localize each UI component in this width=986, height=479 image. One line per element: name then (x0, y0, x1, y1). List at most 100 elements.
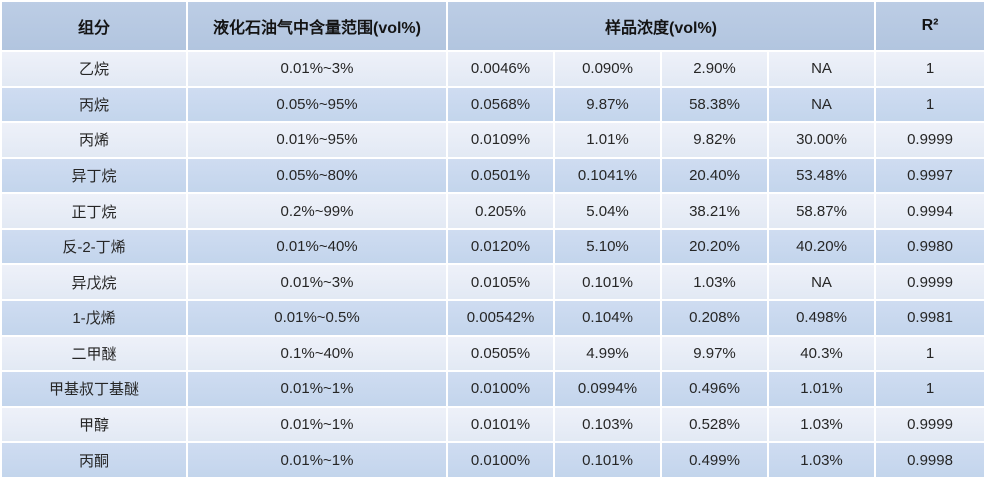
table-row: 丙烷 0.05%~95% 0.0568% 9.87% 58.38% NA 1 (2, 87, 985, 122)
cell-range: 0.2%~99% (188, 194, 446, 228)
cell-conc-2: 5.04% (555, 194, 660, 228)
cell-conc-4: 1.01% (769, 372, 875, 406)
cell-component: 甲基叔丁基醚 (2, 372, 186, 406)
cell-component: 丙烯 (2, 123, 186, 157)
cell-component: 甲醇 (2, 407, 186, 442)
cell-r-squared: 1 (876, 87, 985, 122)
cell-range: 0.01%~95% (188, 123, 446, 157)
cell-conc-4: 1.03% (769, 443, 875, 477)
cell-conc-4: 58.87% (769, 194, 875, 228)
cell-conc-3: 2.90% (662, 52, 767, 86)
cell-range: 0.01%~40% (188, 229, 446, 264)
cell-conc-3: 9.82% (662, 123, 767, 157)
cell-r-squared: 1 (876, 336, 985, 371)
header-component: 组分 (2, 2, 186, 50)
cell-conc-3: 0.208% (662, 301, 767, 335)
table-row: 乙烷 0.01%~3% 0.0046% 0.090% 2.90% NA 1 (2, 52, 985, 86)
cell-conc-4: 1.03% (769, 407, 875, 442)
cell-range: 0.05%~95% (188, 87, 446, 122)
cell-conc-3: 9.97% (662, 336, 767, 371)
cell-conc-3: 0.496% (662, 372, 767, 406)
cell-r-squared: 0.9980 (876, 229, 985, 264)
table-row: 二甲醚 0.1%~40% 0.0505% 4.99% 9.97% 40.3% 1 (2, 336, 985, 371)
cell-conc-1: 0.0101% (448, 407, 553, 442)
header-sample-concentration: 样品浓度(vol%) (448, 2, 875, 50)
cell-r-squared: 0.9981 (876, 301, 985, 335)
cell-conc-2: 0.101% (555, 443, 660, 477)
cell-conc-1: 0.0120% (448, 229, 553, 264)
cell-conc-2: 9.87% (555, 87, 660, 122)
cell-range: 0.01%~3% (188, 265, 446, 300)
cell-r-squared: 0.9998 (876, 443, 985, 477)
table-row: 甲基叔丁基醚 0.01%~1% 0.0100% 0.0994% 0.496% 1… (2, 372, 985, 406)
cell-conc-2: 5.10% (555, 229, 660, 264)
cell-r-squared: 0.9997 (876, 158, 985, 193)
cell-r-squared: 0.9994 (876, 194, 985, 228)
header-row: 组分 液化石油气中含量范围(vol%) 样品浓度(vol%) R² (2, 2, 985, 50)
cell-conc-4: 30.00% (769, 123, 875, 157)
cell-conc-2: 0.0994% (555, 372, 660, 406)
cell-component: 1-戊烯 (2, 301, 186, 335)
cell-range: 0.01%~0.5% (188, 301, 446, 335)
cell-conc-3: 20.40% (662, 158, 767, 193)
cell-conc-2: 4.99% (555, 336, 660, 371)
cell-conc-2: 0.103% (555, 407, 660, 442)
cell-component: 丙烷 (2, 87, 186, 122)
cell-conc-1: 0.00542% (448, 301, 553, 335)
cell-r-squared: 0.9999 (876, 407, 985, 442)
table-row: 丙酮 0.01%~1% 0.0100% 0.101% 0.499% 1.03% … (2, 443, 985, 477)
cell-conc-4: 0.498% (769, 301, 875, 335)
cell-range: 0.01%~1% (188, 407, 446, 442)
cell-conc-3: 20.20% (662, 229, 767, 264)
cell-range: 0.01%~3% (188, 52, 446, 86)
cell-conc-1: 0.0109% (448, 123, 553, 157)
table-row: 甲醇 0.01%~1% 0.0101% 0.103% 0.528% 1.03% … (2, 407, 985, 442)
header-r-squared: R² (876, 2, 985, 50)
cell-conc-1: 0.0100% (448, 372, 553, 406)
cell-r-squared: 1 (876, 52, 985, 86)
cell-range: 0.05%~80% (188, 158, 446, 193)
cell-conc-1: 0.0100% (448, 443, 553, 477)
cell-conc-3: 58.38% (662, 87, 767, 122)
cell-conc-1: 0.0568% (448, 87, 553, 122)
table-row: 异丁烷 0.05%~80% 0.0501% 0.1041% 20.40% 53.… (2, 158, 985, 193)
cell-r-squared: 1 (876, 372, 985, 406)
cell-conc-2: 1.01% (555, 123, 660, 157)
cell-conc-3: 1.03% (662, 265, 767, 300)
cell-conc-1: 0.0505% (448, 336, 553, 371)
cell-component: 正丁烷 (2, 194, 186, 228)
cell-conc-1: 0.205% (448, 194, 553, 228)
cell-conc-1: 0.0046% (448, 52, 553, 86)
cell-conc-2: 0.1041% (555, 158, 660, 193)
cell-conc-4: NA (769, 52, 875, 86)
table-row: 1-戊烯 0.01%~0.5% 0.00542% 0.104% 0.208% 0… (2, 301, 985, 335)
cell-conc-4: 40.3% (769, 336, 875, 371)
cell-component: 异丁烷 (2, 158, 186, 193)
cell-component: 反-2-丁烯 (2, 229, 186, 264)
cell-conc-4: NA (769, 87, 875, 122)
cell-component: 二甲醚 (2, 336, 186, 371)
cell-conc-1: 0.0501% (448, 158, 553, 193)
cell-conc-3: 0.528% (662, 407, 767, 442)
cell-conc-2: 0.101% (555, 265, 660, 300)
table-row: 丙烯 0.01%~95% 0.0109% 1.01% 9.82% 30.00% … (2, 123, 985, 157)
cell-conc-4: 40.20% (769, 229, 875, 264)
cell-range: 0.01%~1% (188, 443, 446, 477)
cell-conc-3: 0.499% (662, 443, 767, 477)
table-row: 反-2-丁烯 0.01%~40% 0.0120% 5.10% 20.20% 40… (2, 229, 985, 264)
cell-conc-3: 38.21% (662, 194, 767, 228)
table-row: 正丁烷 0.2%~99% 0.205% 5.04% 38.21% 58.87% … (2, 194, 985, 228)
cell-component: 异戊烷 (2, 265, 186, 300)
cell-conc-2: 0.090% (555, 52, 660, 86)
table-row: 异戊烷 0.01%~3% 0.0105% 0.101% 1.03% NA 0.9… (2, 265, 985, 300)
header-range: 液化石油气中含量范围(vol%) (188, 2, 446, 50)
cell-range: 0.1%~40% (188, 336, 446, 371)
cell-r-squared: 0.9999 (876, 265, 985, 300)
cell-conc-4: NA (769, 265, 875, 300)
cell-range: 0.01%~1% (188, 372, 446, 406)
cell-conc-1: 0.0105% (448, 265, 553, 300)
cell-r-squared: 0.9999 (876, 123, 985, 157)
cell-conc-2: 0.104% (555, 301, 660, 335)
cell-component: 乙烷 (2, 52, 186, 86)
